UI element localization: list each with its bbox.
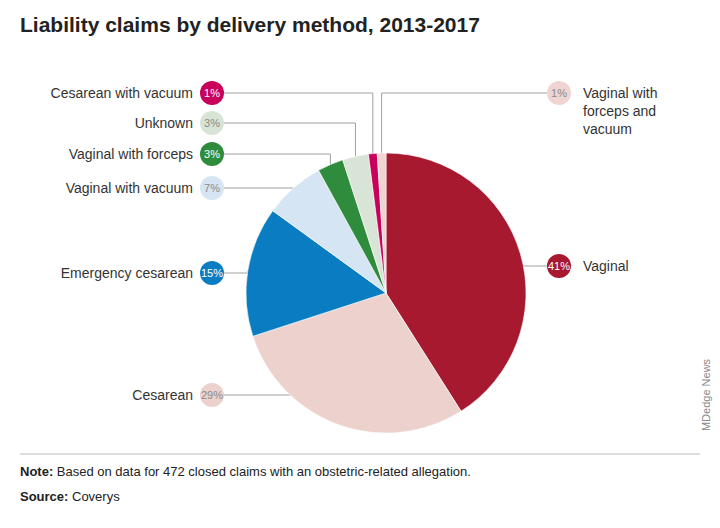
svg-text:Based on data for 472 closed c: Based on data for 472 closed claims with… [53, 464, 471, 479]
svg-text:3%: 3% [204, 148, 220, 160]
svg-text:Vaginal: Vaginal [583, 258, 629, 274]
svg-text:Coverys: Coverys [68, 489, 120, 504]
svg-text:1%: 1% [551, 87, 567, 99]
svg-text:forceps and: forceps and [583, 103, 660, 119]
svg-text:Cesarean: Cesarean [132, 387, 193, 403]
svg-text:vacuum: vacuum [583, 121, 632, 137]
svg-text:15%: 15% [201, 267, 223, 279]
svg-text:29%: 29% [201, 389, 223, 401]
svg-text:Emergency cesarean: Emergency cesarean [61, 265, 193, 281]
svg-text:Unknown: Unknown [135, 115, 193, 131]
svg-text:3%: 3% [204, 117, 220, 129]
svg-text:Vaginal with: Vaginal with [583, 85, 661, 101]
svg-text:Liability claims by delivery m: Liability claims by delivery method, 201… [20, 13, 480, 36]
svg-text:Cesarean with vacuum: Cesarean with vacuum [51, 85, 193, 101]
svg-text:Source:: Source: [20, 489, 68, 504]
svg-text:MDedge News: MDedge News [700, 358, 712, 431]
svg-text:1%: 1% [204, 87, 220, 99]
svg-text:Note:: Note: [20, 464, 53, 479]
svg-text:7%: 7% [204, 182, 220, 194]
svg-text:41%: 41% [548, 260, 570, 272]
svg-text:Vaginal with vacuum: Vaginal with vacuum [66, 180, 193, 196]
svg-text:Vaginal with forceps: Vaginal with forceps [69, 146, 193, 162]
